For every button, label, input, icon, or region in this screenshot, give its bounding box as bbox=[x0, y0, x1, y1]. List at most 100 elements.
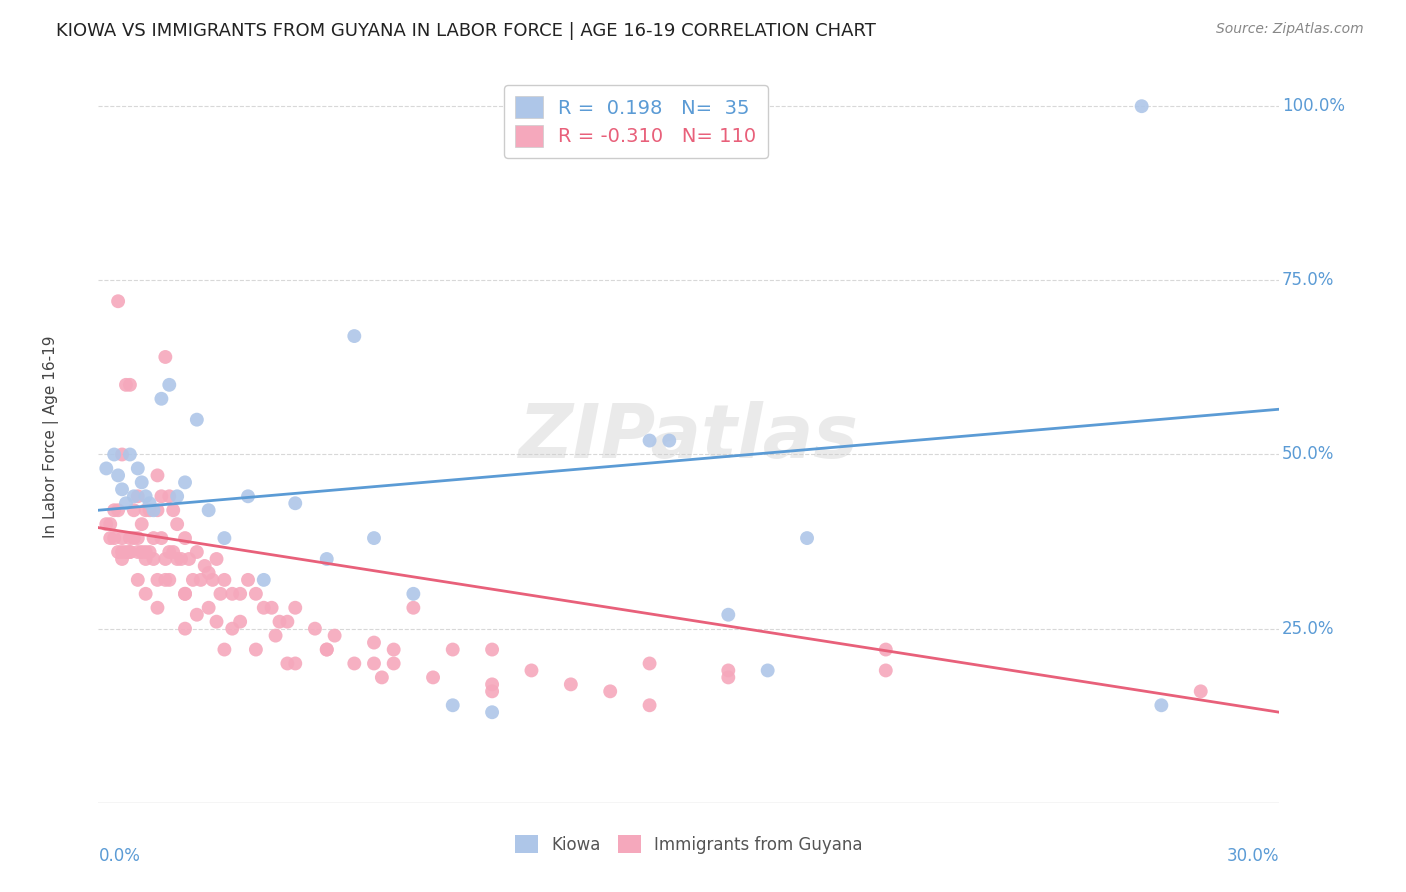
Point bbox=[315, 642, 337, 657]
Point bbox=[269, 615, 291, 629]
Point bbox=[276, 615, 298, 629]
Point bbox=[481, 705, 503, 719]
Point bbox=[174, 587, 197, 601]
Point bbox=[229, 587, 252, 601]
Point bbox=[162, 545, 184, 559]
Point bbox=[177, 552, 200, 566]
Point bbox=[118, 531, 141, 545]
Point bbox=[135, 545, 157, 559]
Point bbox=[146, 503, 169, 517]
Point bbox=[260, 600, 283, 615]
Point bbox=[481, 684, 503, 698]
Point bbox=[155, 573, 177, 587]
Point bbox=[146, 573, 169, 587]
Point bbox=[98, 531, 121, 545]
Point bbox=[315, 642, 337, 657]
Point bbox=[402, 600, 425, 615]
Point bbox=[205, 615, 228, 629]
Text: ZIPatlas: ZIPatlas bbox=[519, 401, 859, 474]
Point bbox=[111, 545, 134, 559]
Point bbox=[717, 670, 740, 684]
Point bbox=[131, 545, 153, 559]
Point bbox=[127, 531, 149, 545]
Point bbox=[221, 622, 243, 636]
Point bbox=[142, 552, 165, 566]
Point bbox=[135, 587, 157, 601]
Point bbox=[382, 642, 405, 657]
Point bbox=[155, 350, 177, 364]
Point bbox=[162, 503, 184, 517]
Point bbox=[150, 531, 173, 545]
Point bbox=[717, 664, 740, 678]
Point bbox=[1150, 698, 1173, 713]
Point bbox=[363, 635, 385, 649]
Point bbox=[111, 531, 134, 545]
Point bbox=[127, 461, 149, 475]
Point bbox=[875, 664, 897, 678]
Point bbox=[382, 657, 405, 671]
Point bbox=[520, 664, 543, 678]
Point bbox=[103, 503, 125, 517]
Point bbox=[221, 587, 243, 601]
Point bbox=[135, 489, 157, 503]
Point bbox=[157, 377, 180, 392]
Point bbox=[174, 475, 197, 490]
Point bbox=[343, 657, 366, 671]
Point bbox=[197, 566, 219, 580]
Point bbox=[138, 545, 160, 559]
Point bbox=[131, 475, 153, 490]
Point bbox=[197, 600, 219, 615]
Point bbox=[155, 552, 177, 566]
Point bbox=[201, 573, 224, 587]
Point bbox=[135, 503, 157, 517]
Point bbox=[150, 392, 173, 406]
Point bbox=[276, 657, 298, 671]
Point bbox=[284, 496, 307, 510]
Point bbox=[264, 629, 287, 643]
Point bbox=[323, 629, 346, 643]
Point bbox=[115, 545, 138, 559]
Point bbox=[138, 503, 160, 517]
Text: 0.0%: 0.0% bbox=[98, 847, 141, 864]
Point bbox=[253, 600, 276, 615]
Legend: Kiowa, Immigrants from Guyana: Kiowa, Immigrants from Guyana bbox=[509, 829, 869, 860]
Point bbox=[1189, 684, 1212, 698]
Point bbox=[96, 517, 118, 532]
Point bbox=[560, 677, 582, 691]
Point bbox=[638, 698, 661, 713]
Point bbox=[599, 684, 621, 698]
Point bbox=[146, 600, 169, 615]
Point bbox=[157, 573, 180, 587]
Point bbox=[166, 489, 188, 503]
Text: Source: ZipAtlas.com: Source: ZipAtlas.com bbox=[1216, 22, 1364, 37]
Point bbox=[229, 615, 252, 629]
Point bbox=[363, 531, 385, 545]
Point bbox=[363, 657, 385, 671]
Point bbox=[284, 657, 307, 671]
Point bbox=[118, 377, 141, 392]
Point bbox=[236, 489, 259, 503]
Text: In Labor Force | Age 16-19: In Labor Force | Age 16-19 bbox=[44, 335, 59, 539]
Point bbox=[107, 294, 129, 309]
Point bbox=[181, 573, 204, 587]
Point bbox=[194, 558, 217, 573]
Point bbox=[115, 377, 138, 392]
Point bbox=[174, 622, 197, 636]
Point bbox=[441, 698, 464, 713]
Point bbox=[756, 664, 779, 678]
Point bbox=[315, 552, 337, 566]
Point bbox=[118, 545, 141, 559]
Point bbox=[638, 434, 661, 448]
Point bbox=[245, 587, 267, 601]
Point bbox=[481, 677, 503, 691]
Point bbox=[214, 531, 236, 545]
Point bbox=[205, 552, 228, 566]
Point bbox=[170, 552, 193, 566]
Point bbox=[118, 448, 141, 462]
Point bbox=[142, 503, 165, 517]
Point bbox=[122, 503, 145, 517]
Point bbox=[127, 545, 149, 559]
Point bbox=[135, 552, 157, 566]
Point bbox=[166, 517, 188, 532]
Point bbox=[190, 573, 212, 587]
